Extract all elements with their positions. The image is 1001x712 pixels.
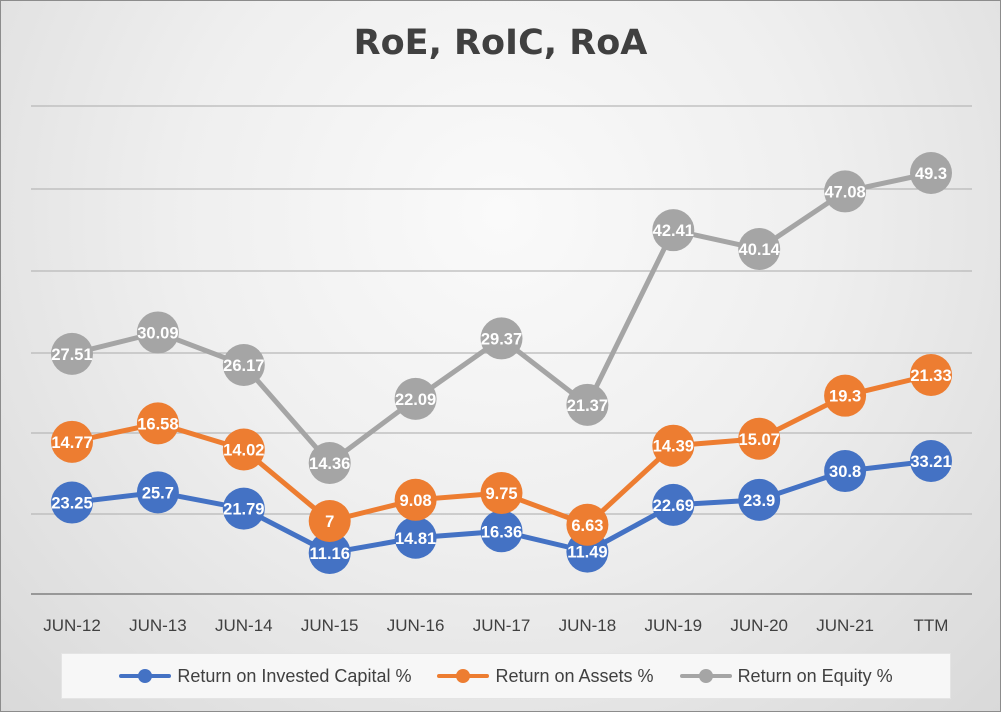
data-label: 11.16: [310, 545, 350, 563]
data-point: [136, 402, 179, 445]
data-point: [394, 516, 437, 559]
data-label: 15.07: [739, 431, 780, 449]
data-point: [308, 442, 351, 484]
x-tick-label: TTM: [914, 616, 949, 635]
x-tick-label: JUN-13: [129, 616, 187, 635]
data-point: [51, 481, 93, 524]
x-tick-label: JUN-18: [559, 616, 617, 635]
data-label: 9.08: [400, 492, 432, 510]
legend-item: Return on Invested Capital %: [119, 666, 411, 687]
x-tick-label: JUN-21: [816, 616, 874, 635]
data-label: 16.36: [481, 523, 522, 541]
data-point: [394, 478, 437, 521]
data-point: [480, 471, 523, 514]
data-point: [566, 503, 609, 546]
legend-item: Return on Assets %: [437, 665, 654, 687]
data-point: [136, 471, 179, 514]
data-point: [222, 487, 265, 530]
data-label: 25.7: [142, 484, 174, 502]
legend-label: Return on Equity %: [737, 665, 893, 686]
data-point: [738, 417, 781, 460]
data-point: [394, 377, 437, 420]
data-label: 30.09: [137, 324, 178, 342]
data-label: 21.33: [910, 367, 951, 385]
data-label: 40.14: [739, 241, 781, 259]
x-tick-label: JUN-15: [301, 616, 359, 635]
data-label: 16.58: [137, 415, 178, 433]
x-tick-label: JUN-19: [644, 616, 702, 635]
data-point: [652, 424, 695, 467]
data-point: [652, 483, 695, 526]
data-label: 21.37: [567, 397, 608, 415]
data-label: 30.8: [829, 463, 861, 481]
data-label: 14.77: [51, 434, 92, 452]
legend-swatch: [119, 669, 172, 683]
data-label: 23.9: [743, 492, 775, 510]
data-point: [222, 343, 265, 386]
legend: Return on Invested Capital % Return on As…: [61, 653, 951, 699]
data-point: [480, 317, 523, 360]
data-label: 14.36: [309, 455, 350, 473]
data-label: 22.69: [653, 497, 694, 515]
data-label: 11.49: [567, 544, 607, 562]
x-tick-label: JUN-17: [473, 616, 531, 635]
x-tick-label: JUN-16: [387, 616, 445, 635]
data-point: [51, 420, 93, 463]
data-label: 27.51: [51, 346, 92, 364]
data-label: 7: [325, 513, 334, 531]
data-point: [824, 374, 867, 417]
data-label: 6.63: [571, 517, 603, 535]
data-point: [910, 152, 952, 194]
data-label: 22.09: [395, 391, 436, 409]
data-label: 19.3: [829, 388, 861, 406]
data-label: 26.17: [223, 357, 264, 375]
data-point: [910, 440, 952, 482]
legend-swatch: [679, 669, 732, 683]
x-tick-label: JUN-12: [43, 616, 101, 635]
data-label: 47.08: [824, 183, 865, 201]
data-label: 49.3: [915, 165, 947, 183]
data-label: 29.37: [481, 330, 522, 348]
legend-label: Return on Assets %: [495, 665, 654, 686]
data-point: [308, 532, 351, 574]
data-label: 23.25: [51, 495, 92, 513]
data-label: 9.75: [485, 485, 517, 503]
data-label: 14.39: [653, 438, 694, 456]
legend-item: Return on Equity %: [679, 665, 893, 687]
data-point: [308, 500, 351, 542]
data-point: [824, 450, 867, 493]
data-point: [824, 170, 867, 213]
data-point: [738, 228, 781, 271]
data-point: [652, 209, 695, 252]
data-label: 14.81: [395, 530, 436, 548]
data-label: 33.21: [910, 453, 951, 471]
data-label: 42.41: [653, 222, 694, 240]
data-point: [566, 383, 609, 426]
line-chart: JUN-12 JUN-13 JUN-14 JUN-15 JUN-16 JUN-17 JUN-…: [31, 105, 972, 635]
data-label: 21.79: [223, 501, 264, 519]
data-point: [136, 311, 179, 354]
data-point: [222, 428, 265, 471]
data-point: [738, 478, 781, 521]
data-point: [910, 354, 952, 396]
data-label: 14.02: [223, 441, 264, 459]
x-tick-label: JUN-14: [215, 616, 273, 635]
data-point: [480, 510, 523, 553]
data-point: [51, 332, 93, 375]
legend-label: Return on Invested Capital %: [177, 665, 412, 686]
x-tick-label: JUN-20: [730, 616, 788, 635]
legend-swatch: [437, 669, 490, 683]
chart-title: RoE, RoIC, RoA: [353, 23, 648, 63]
